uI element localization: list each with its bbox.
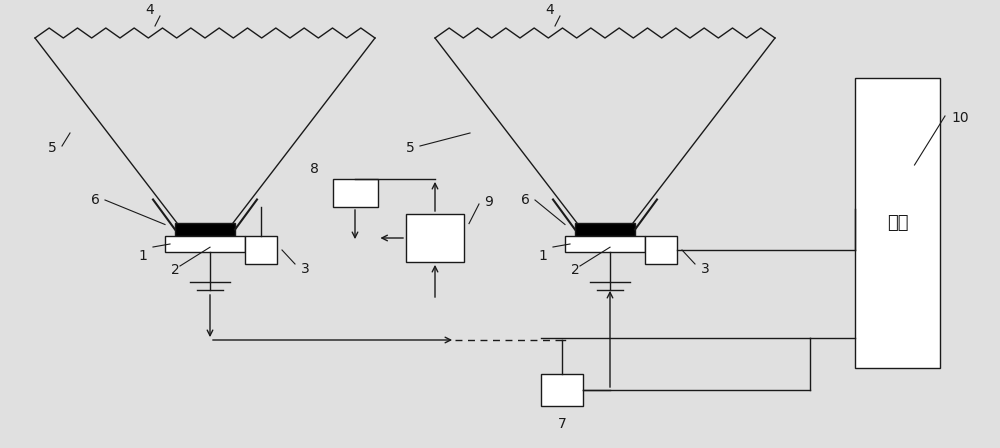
Text: 4: 4	[146, 3, 154, 17]
Bar	[645, 236, 677, 264]
Text: 2: 2	[171, 263, 179, 277]
Text: 3: 3	[701, 262, 709, 276]
Text: 8: 8	[310, 162, 319, 176]
Text: 10: 10	[951, 111, 969, 125]
Text: 2: 2	[571, 263, 579, 277]
Text: 6: 6	[521, 193, 529, 207]
Bar	[406, 214, 464, 262]
Bar	[165, 236, 245, 252]
Bar	[541, 374, 583, 406]
Text: 水箱: 水箱	[887, 214, 908, 232]
Bar	[175, 223, 235, 236]
Text: 1: 1	[139, 249, 147, 263]
Text: 1: 1	[539, 249, 547, 263]
Text: 7: 7	[558, 417, 566, 431]
Text: 3: 3	[301, 262, 309, 276]
Bar	[332, 179, 378, 207]
Text: 6: 6	[91, 193, 99, 207]
Bar	[575, 223, 635, 236]
Text: 9: 9	[485, 195, 493, 209]
Bar	[565, 236, 645, 252]
Text: 5: 5	[48, 141, 56, 155]
Bar	[245, 236, 277, 264]
Text: 4: 4	[546, 3, 554, 17]
Text: 5: 5	[406, 141, 414, 155]
Bar	[855, 78, 940, 368]
